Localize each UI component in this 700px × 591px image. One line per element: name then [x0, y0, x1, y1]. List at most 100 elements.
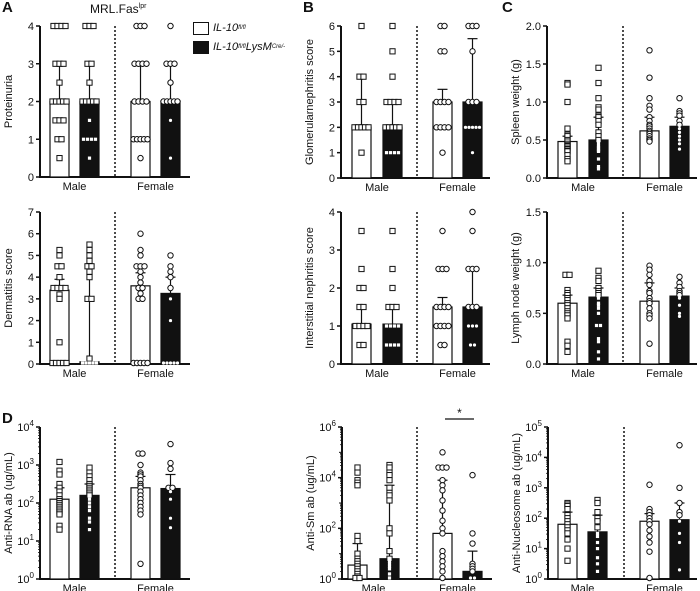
y-tick-label: 2 — [329, 122, 335, 134]
chart-glomerulonephritis: 0 1 2 3 4 5 6 Glomerularnephritis score Male Fema… — [304, 21, 490, 194]
significance-star: * — [457, 406, 462, 420]
y-tick-label: 4 — [329, 207, 335, 219]
y-tick-label: 1.5 — [526, 207, 541, 219]
y-tick-label: 103 — [525, 480, 542, 495]
chart-lymph-node-weight: 0.0 0.5 1.0 1.5 Lymph node weight (g) Male Fem… — [510, 207, 697, 380]
bar — [462, 101, 483, 179]
y-tick-label: 1 — [28, 337, 34, 349]
legend-extra: LysM — [245, 41, 272, 53]
bar — [462, 306, 483, 365]
x-category-label: Female — [646, 368, 683, 380]
y-axis-label: Lymph node weight (g) — [510, 232, 522, 344]
y-tick-label: 0.0 — [526, 173, 541, 185]
y-tick-label: 4 — [28, 272, 34, 284]
title-sup: lpr — [138, 3, 147, 10]
legend-extra-sup: Cre/- — [271, 44, 286, 50]
y-axis-label: Proteinuria — [3, 74, 15, 128]
x-category-label: Male — [571, 182, 595, 194]
y-axis-label: Glomerularnephritis score — [304, 39, 316, 165]
y-axis-label: Anti-Nucleosome ab (ug/mL) — [511, 433, 523, 573]
y-tick-label: 100 — [319, 571, 336, 586]
legend: IL-10 fl/fl IL-10 fl/fl LysM Cre/- — [193, 20, 285, 58]
x-category-label: Female — [646, 583, 683, 591]
x-category-label: Female — [439, 583, 476, 591]
y-axis-label: Anti-RNA ab (ug/mL) — [3, 452, 15, 553]
bar — [432, 101, 453, 179]
y-tick-label: 3 — [329, 245, 335, 257]
y-tick-label: 3 — [28, 59, 34, 71]
y-tick-label: 3 — [329, 97, 335, 109]
chart-anti-sm: 100 102 104 106 Anti-Sm ab (ug/mL) Male Female… — [305, 406, 492, 591]
x-category-label: Female — [439, 182, 476, 194]
chart-interstitial-nephritis: 0 1 2 3 4 Interstitial nephritis score Male Fem… — [304, 207, 490, 380]
panel-letter-b: B — [303, 0, 314, 16]
x-category-label: Male — [365, 368, 389, 380]
y-tick-label: 2 — [28, 97, 34, 109]
panel-letter-c: C — [502, 0, 513, 16]
y-tick-label: 105 — [525, 419, 542, 434]
y-tick-label: 100 — [17, 571, 34, 586]
y-tick-label: 1 — [329, 148, 335, 160]
x-category-label: Female — [439, 368, 476, 380]
x-category-label: Female — [137, 368, 174, 380]
legend-sup: fl/fl — [238, 25, 246, 31]
x-category-label: Male — [571, 368, 595, 380]
y-tick-label: 6 — [28, 229, 34, 241]
bar — [669, 125, 690, 179]
bar — [160, 292, 181, 365]
white-swatch-icon — [193, 21, 209, 35]
y-axis-label: Dermatitis score — [3, 248, 15, 327]
legend-sup: fl/fl — [238, 44, 246, 50]
chart-anti-rna: 100 101 102 103 104 Anti-RNA ab (ug/mL) Male Fe… — [3, 419, 190, 591]
y-tick-label: 1 — [329, 321, 335, 333]
y-tick-label: 1.5 — [526, 59, 541, 71]
legend-label: IL-10 — [213, 41, 239, 53]
y-axis-label: Anti-Sm ab (ug/mL) — [305, 455, 317, 550]
y-tick-label: 102 — [525, 510, 542, 525]
y-tick-label: 6 — [329, 21, 335, 33]
y-tick-label: 104 — [319, 470, 336, 485]
y-tick-label: 0 — [329, 173, 335, 185]
y-tick-label: 7 — [28, 207, 34, 219]
x-category-label: Female — [646, 182, 683, 194]
x-category-label: Female — [137, 181, 174, 193]
y-tick-label: 104 — [525, 449, 542, 464]
y-tick-label: 100 — [525, 571, 542, 586]
chart-proteinuria: 0 1 2 3 4 Proteinuria Male Female — [3, 21, 190, 193]
y-tick-label: 3 — [28, 294, 34, 306]
y-tick-label: 0 — [329, 359, 335, 371]
bar — [382, 323, 403, 365]
x-category-label: Male — [63, 181, 87, 193]
x-category-label: Female — [137, 583, 174, 591]
legend-label: IL-10 — [213, 22, 239, 34]
y-tick-label: 0.5 — [526, 135, 541, 147]
y-tick-label: 2 — [28, 316, 34, 328]
y-tick-label: 2 — [329, 283, 335, 295]
y-tick-label: 106 — [319, 419, 336, 434]
y-tick-label: 102 — [319, 520, 336, 535]
y-tick-label: 0 — [28, 172, 34, 184]
y-tick-label: 0.0 — [526, 359, 541, 371]
y-tick-label: 1.0 — [526, 97, 541, 109]
x-category-label: Male — [365, 182, 389, 194]
y-tick-label: 4 — [329, 72, 335, 84]
panel-letter-a: A — [2, 0, 13, 16]
y-tick-label: 4 — [28, 21, 34, 33]
y-axis-label: Spleen weight (g) — [510, 59, 522, 145]
chart-dermatitis: 0 1 2 3 4 5 6 7 Dermatitis score Male Female — [3, 207, 190, 380]
title-main: MRL.Fas — [90, 2, 139, 16]
y-tick-label: 101 — [525, 541, 542, 556]
bar — [432, 306, 453, 365]
x-category-label: Male — [362, 583, 386, 591]
y-tick-label: 1.0 — [526, 258, 541, 270]
black-swatch-icon — [193, 40, 209, 54]
chart-spleen-weight: 0.0 0.5 1.0 1.5 2.0 Spleen weight (g) Male Fema… — [510, 21, 697, 194]
y-tick-label: 0 — [28, 359, 34, 371]
y-axis-label: Interstitial nephritis score — [304, 227, 316, 349]
y-tick-label: 101 — [17, 533, 34, 548]
legend-item-knockout: IL-10 fl/fl LysM Cre/- — [193, 39, 285, 55]
panel-letter-d: D — [2, 410, 13, 427]
y-tick-label: 104 — [17, 419, 34, 434]
